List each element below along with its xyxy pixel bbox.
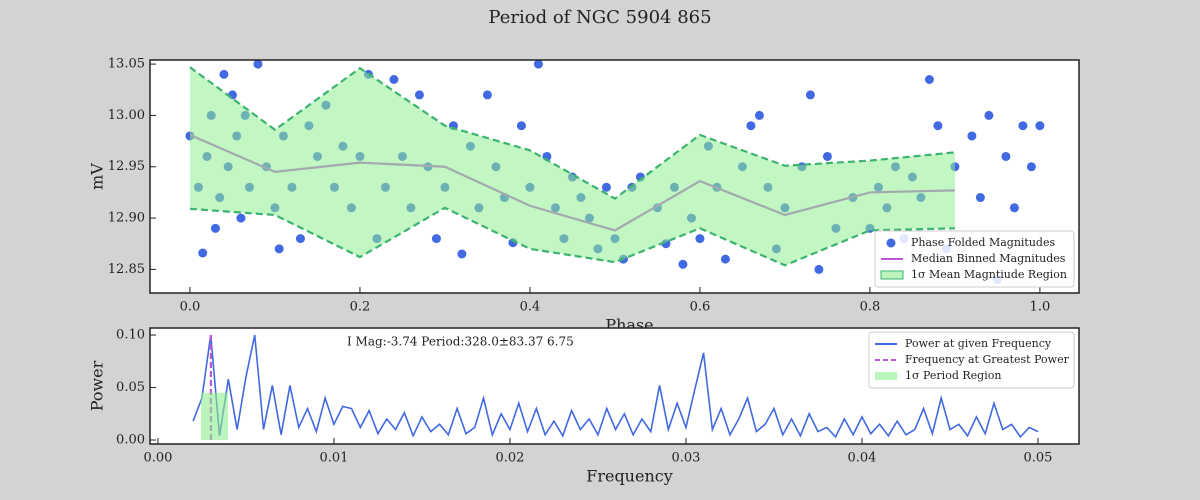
y-tick-label: 12.85 (108, 262, 145, 277)
data-point (678, 259, 688, 269)
data-point (746, 121, 756, 131)
x-tick-label: 0.03 (671, 451, 700, 466)
legend-label: Frequency at Greatest Power (905, 353, 1070, 366)
legend-key (875, 372, 897, 380)
data-point (236, 213, 246, 223)
legend-key (886, 238, 896, 248)
data-point (414, 90, 424, 100)
data-line (192, 334, 1039, 439)
data-point (975, 193, 985, 203)
data-point (754, 110, 764, 120)
x-tick-label: 0.01 (319, 451, 348, 466)
data-point (533, 59, 543, 69)
legend-box (868, 331, 1075, 389)
y-axis-label: mV (88, 163, 107, 190)
data-point (601, 182, 611, 192)
data-point (219, 69, 229, 79)
annotation: I Mag:-3.74 Period:328.0±83.37 6.75 (347, 335, 574, 349)
period-span (200, 392, 228, 441)
data-point (924, 75, 934, 85)
y-tick-label: 12.95 (108, 159, 145, 174)
y-tick-label: 12.90 (108, 211, 145, 226)
data-point (389, 75, 399, 85)
plot-frame (149, 59, 1080, 294)
data-point (457, 249, 467, 259)
plot-frame (149, 327, 1080, 445)
legend-key (880, 270, 904, 280)
y-tick-label: 13.05 (108, 57, 145, 72)
x-tick-label: 0.6 (690, 300, 711, 315)
data-point (210, 223, 220, 233)
legend-label: 1σ Period Region (905, 369, 1001, 382)
data-point (814, 264, 824, 274)
data-point (933, 121, 943, 131)
data-point (1035, 121, 1045, 131)
y-tick-label: 13.00 (108, 108, 145, 123)
data-point (805, 90, 815, 100)
data-point (274, 244, 284, 254)
x-tick-label: 0.05 (1024, 451, 1053, 466)
data-point (967, 131, 977, 141)
x-tick-label: 0.00 (143, 451, 172, 466)
x-tick-label: 1.0 (1030, 300, 1051, 315)
data-point (516, 121, 526, 131)
band-edge (189, 66, 956, 200)
x-tick-label: 0.02 (495, 451, 524, 466)
y-axis-label: Power (88, 360, 107, 411)
x-tick-label: 0.8 (860, 300, 881, 315)
legend-label: 1σ Mean Magntiude Region (911, 268, 1067, 281)
data-point (198, 248, 208, 258)
data-point (431, 234, 441, 244)
data-point (720, 254, 730, 264)
data-point (253, 59, 263, 69)
legend-label: Median Binned Magnitudes (911, 252, 1066, 265)
band-edge (189, 206, 955, 267)
legend-label: Power at given Frequency (905, 337, 1052, 350)
data-point (822, 151, 832, 161)
figure-title: Period of NGC 5904 865 (488, 7, 711, 28)
data-point (295, 234, 305, 244)
y-tick-label: 0.00 (116, 433, 145, 448)
data-point (1009, 203, 1019, 213)
x-tick-label: 0.4 (520, 300, 541, 315)
data-point (984, 110, 994, 120)
data-point (1001, 151, 1011, 161)
x-tick-label: 0.0 (180, 300, 201, 315)
x-tick-label: 0.04 (847, 451, 876, 466)
data-point (482, 90, 492, 100)
y-tick-label: 0.05 (116, 380, 145, 395)
band-area (189, 67, 955, 266)
y-tick-label: 0.10 (116, 328, 145, 343)
x-axis-label: Frequency (586, 467, 673, 486)
legend-label: Phase Folded Magnitudes (911, 236, 1055, 249)
legend-box (874, 230, 1075, 288)
data-point (1026, 162, 1036, 172)
data-point (695, 234, 705, 244)
data-point (1018, 121, 1028, 131)
x-tick-label: 0.2 (350, 300, 371, 315)
